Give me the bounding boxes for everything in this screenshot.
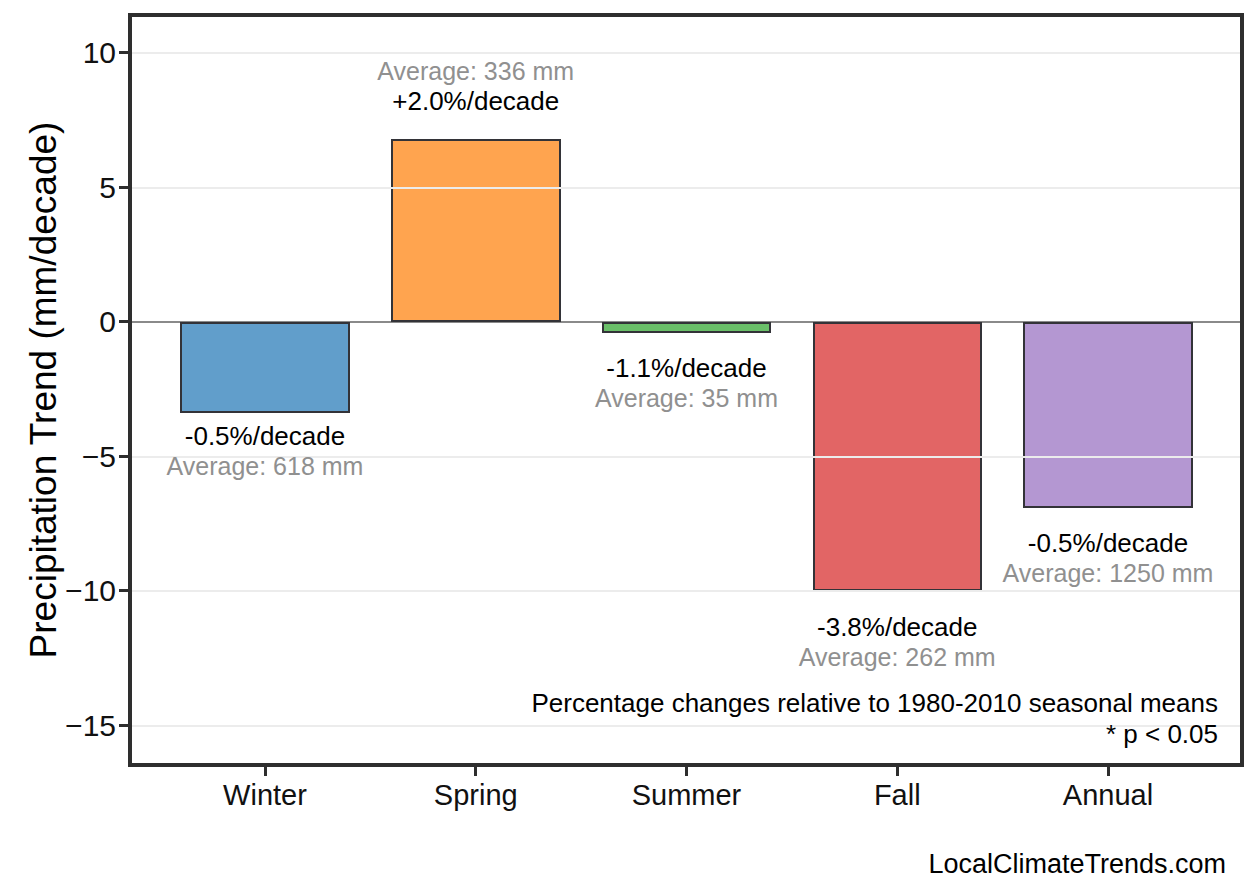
annotation-summer: -1.1%/decade Average: 35 mm: [557, 353, 817, 413]
x-label-fall: Fall: [777, 779, 1017, 812]
y-tick-mark: [119, 589, 128, 592]
methodology-note: Percentage changes relative to 1980-2010…: [531, 688, 1218, 719]
fall-percent-label: -3.8%/decade: [767, 612, 1027, 642]
y-tick-mark: [119, 455, 128, 458]
x-label-spring: Spring: [356, 779, 596, 812]
x-label-annual: Annual: [988, 779, 1228, 812]
significance-note: * p < 0.05: [1106, 719, 1218, 750]
precipitation-trend-chart: Precipitation Trend (mm/decade) 10 5 0 −…: [0, 0, 1258, 893]
bar-winter: [180, 322, 350, 413]
y-tick-label-0: 0: [28, 305, 116, 339]
bar-spring: [391, 139, 561, 322]
watermark-text: LocalClimateTrends.com: [928, 849, 1226, 880]
x-tick-mark: [1107, 767, 1110, 776]
y-tick-label-10: 10: [28, 36, 116, 70]
annotation-winter: -0.5%/decade Average: 618 mm: [135, 421, 395, 481]
y-tick-mark: [119, 51, 128, 54]
gridline-10: [132, 52, 1240, 54]
annual-percent-label: -0.5%/decade: [978, 528, 1238, 558]
y-tick-label-5: 5: [28, 171, 116, 205]
gridline-5: [132, 187, 1240, 189]
x-label-winter: Winter: [145, 779, 385, 812]
x-tick-mark: [264, 767, 267, 776]
annotation-annual: -0.5%/decade Average: 1250 mm: [978, 528, 1238, 588]
y-tick-label-neg5: −5: [28, 440, 116, 474]
x-tick-mark: [896, 767, 899, 776]
winter-percent-label: -0.5%/decade: [135, 421, 395, 451]
x-tick-mark: [685, 767, 688, 776]
y-tick-mark: [119, 320, 128, 323]
bar-annual: [1023, 322, 1193, 508]
summer-percent-label: -1.1%/decade: [557, 353, 817, 383]
gridline-neg15: [132, 725, 1240, 727]
annual-average-label: Average: 1250 mm: [978, 558, 1238, 588]
summer-average-label: Average: 35 mm: [557, 383, 817, 413]
bar-summer: [602, 322, 772, 333]
y-tick-label-neg15: −15: [28, 709, 116, 743]
y-tick-mark: [119, 186, 128, 189]
x-label-summer: Summer: [567, 779, 807, 812]
gridline-neg10: [132, 590, 1240, 592]
annotation-fall: -3.8%/decade Average: 262 mm: [767, 612, 1027, 672]
y-tick-label-neg10: −10: [28, 574, 116, 608]
spring-average-label: Average: 336 mm: [346, 56, 606, 86]
spring-percent-label: +2.0%/decade: [346, 86, 606, 116]
x-tick-mark: [474, 767, 477, 776]
fall-average-label: Average: 262 mm: [767, 642, 1027, 672]
annotation-spring: Average: 336 mm +2.0%/decade: [346, 56, 606, 116]
winter-average-label: Average: 618 mm: [135, 451, 395, 481]
y-tick-mark: [119, 724, 128, 727]
